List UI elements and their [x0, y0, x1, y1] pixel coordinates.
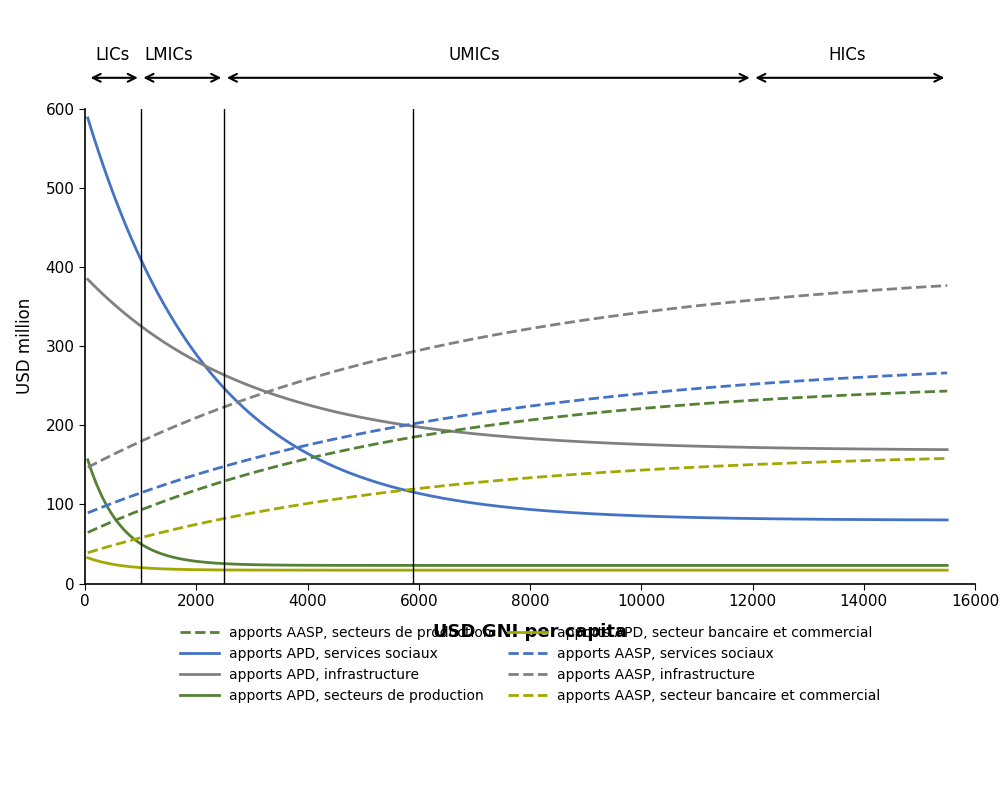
- Text: HICs: HICs: [828, 46, 866, 64]
- Text: UMICs: UMICs: [448, 46, 500, 64]
- Text: LMICs: LMICs: [144, 46, 193, 64]
- Text: LICs: LICs: [96, 46, 130, 64]
- Legend: apports AASP, secteurs de production, apports APD, services sociaux, apports APD: apports AASP, secteurs de production, ap…: [180, 625, 880, 703]
- Y-axis label: USD million: USD million: [16, 298, 34, 394]
- X-axis label: USD GNI per capita: USD GNI per capita: [433, 623, 627, 641]
